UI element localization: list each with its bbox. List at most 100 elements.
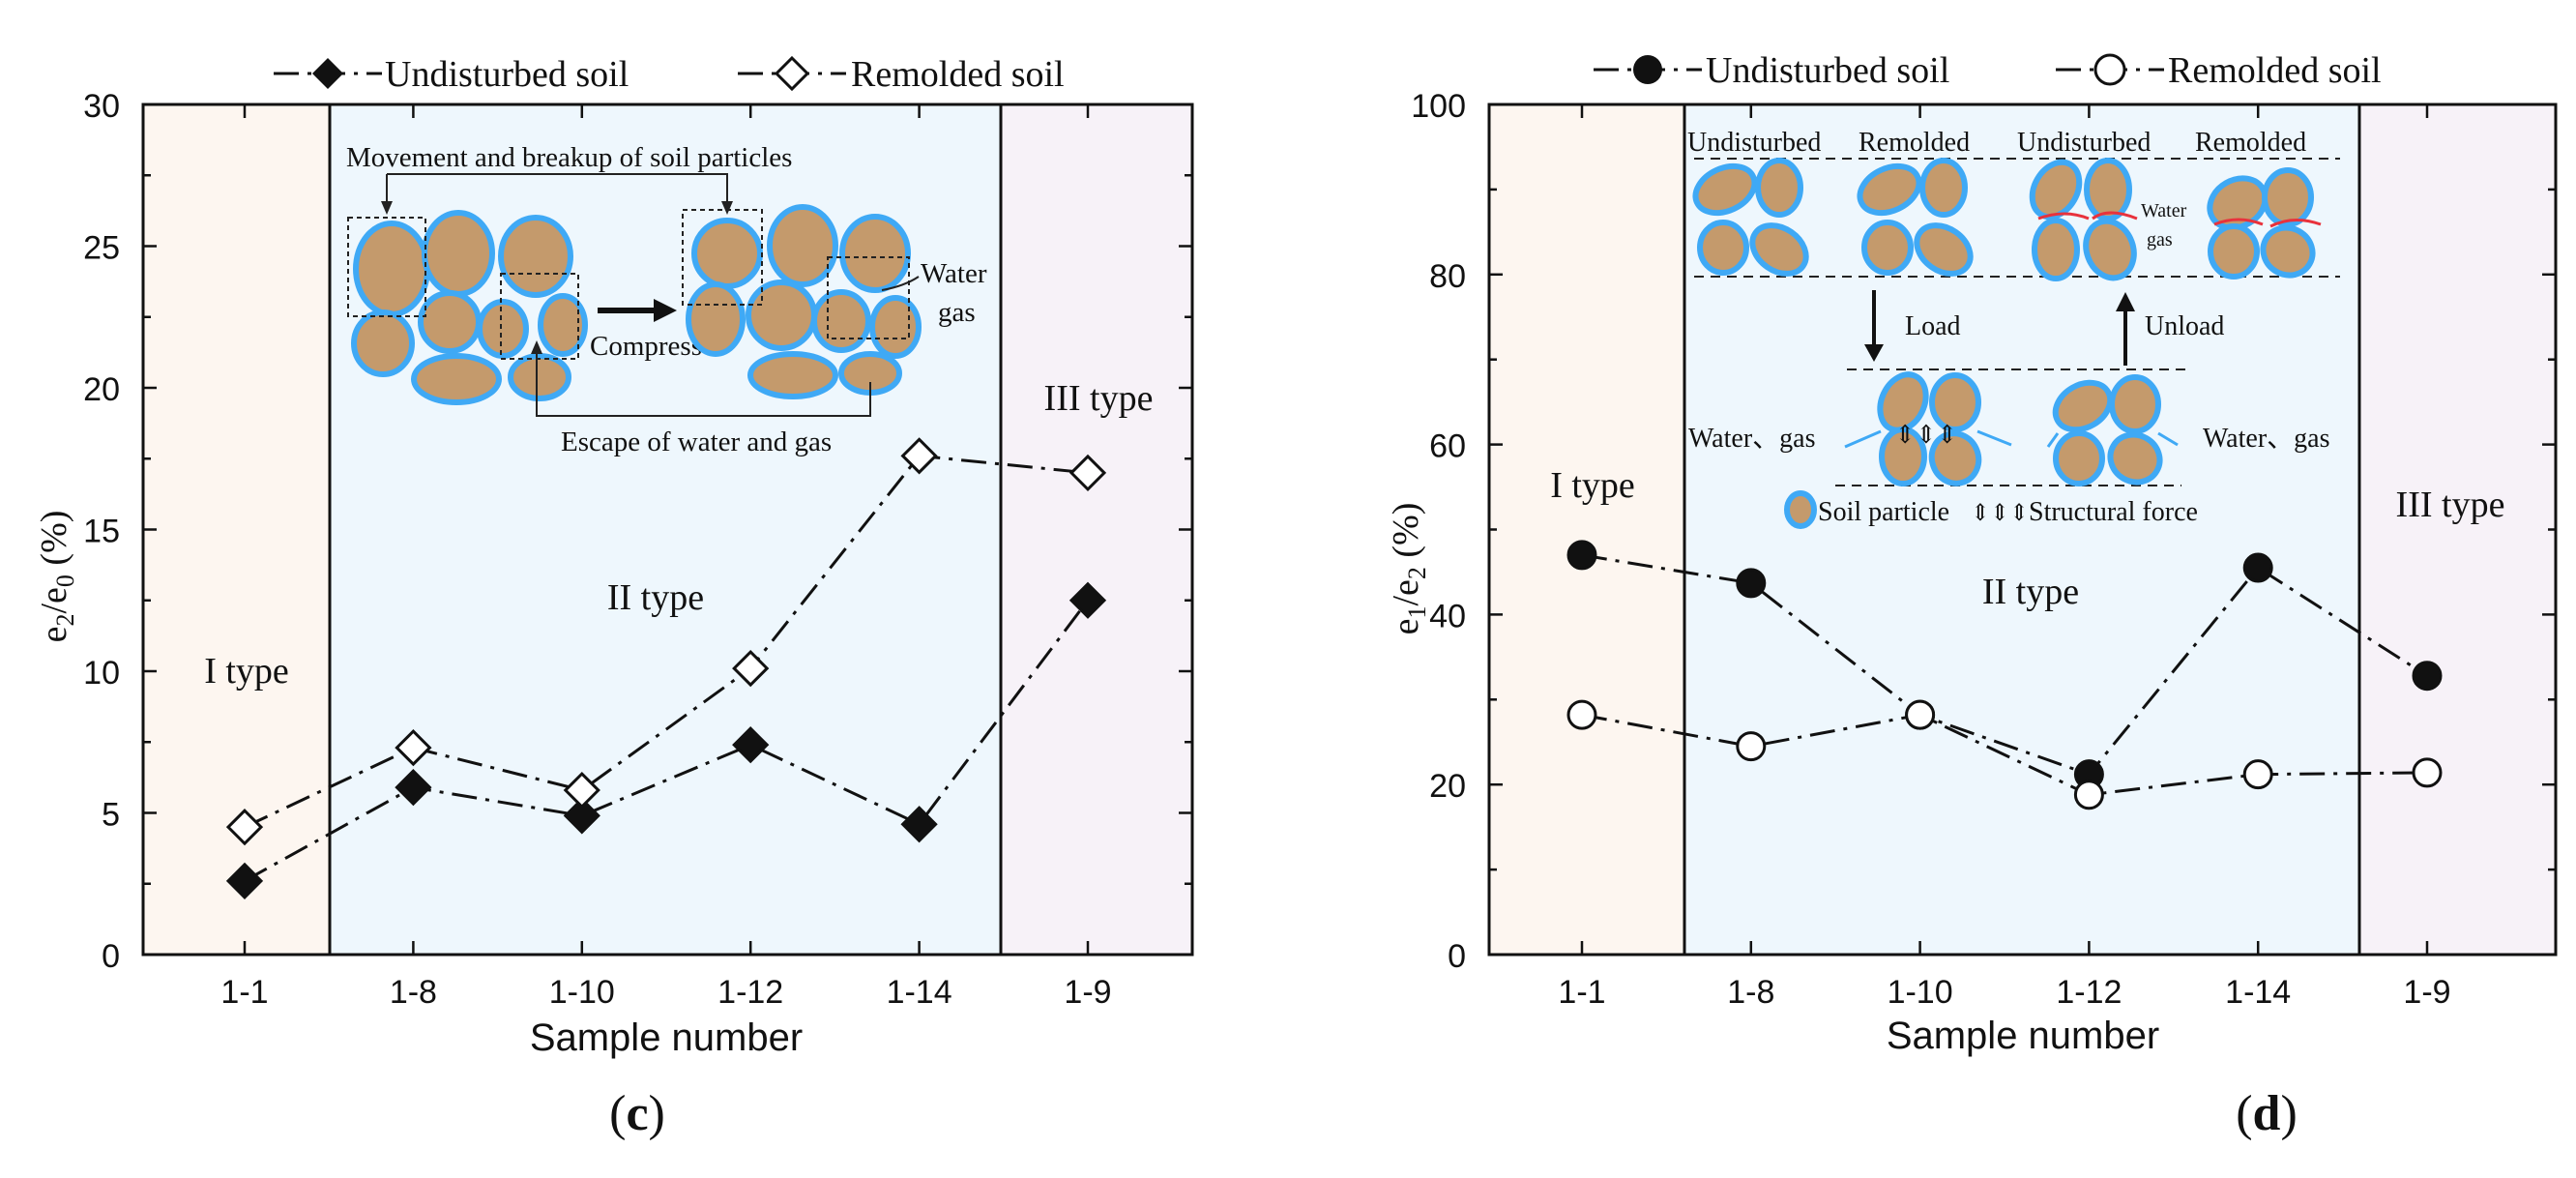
c-y-tick-label-20: 20 [83, 371, 120, 408]
data-point-c-undisturbed-soil-5 [1068, 581, 1107, 619]
data-point-d-remolded-soil-4 [2242, 759, 2273, 790]
d-inset-undisturbed-label-1: Undisturbed [1687, 128, 1821, 158]
d-inset-unload-label: Unload [2145, 311, 2224, 341]
soil-particle-icon [1755, 158, 1803, 218]
soil-particle-icon [1928, 430, 1982, 486]
d-inset-top-particles [1692, 158, 2316, 281]
c-inset-escape-label: Escape of water and gas [561, 427, 832, 457]
c-inset-escape-bracket [536, 348, 871, 417]
d-inset-red-arrow-icon [2269, 219, 2322, 228]
d-inset-structural-force-arrows: ⇕⇕⇕ [1894, 421, 1957, 449]
c-chart-area: I type II type III type 0 5 10 15 20 25 30 1-1 1-8 1… [83, 88, 1194, 1011]
d-inset-blue-arrow-icon [1844, 429, 1882, 449]
c-y-axis-label: e2/e0 (%) [34, 511, 79, 643]
d-inset-gas-small-label: gas [2147, 229, 2173, 250]
c-inset-right-box-2 [827, 256, 910, 339]
d-x-tick-label-3: 1-12 [2056, 974, 2122, 1011]
c-series-line-undisturbed-soil [244, 599, 1090, 883]
c-region-label-1: I type [204, 651, 289, 692]
d-x-tick-label-5: 1-9 [2403, 974, 2450, 1011]
data-point-d-remolded-soil-0 [1566, 699, 1597, 730]
soil-particle-icon [2208, 223, 2260, 280]
data-point-d-remolded-soil-2 [1905, 699, 1936, 730]
soil-particle-icon [418, 290, 482, 354]
c-inset-gas-label: gas [938, 297, 976, 328]
data-point-c-undisturbed-soil-3 [732, 726, 770, 764]
d-y-axis-label: e1/e2 (%) [1386, 503, 1431, 635]
d-inset-red-arrow-icon [2213, 218, 2264, 226]
c-inset-bracket-arrow-left [381, 201, 393, 215]
data-point-c-remolded-soil-4 [900, 437, 938, 475]
chart-panel-d: Undisturbed soil Remolded soil Undisturb… [1386, 50, 2558, 1141]
c-region-bg-3 [1001, 104, 1192, 955]
soil-particle-icon [2207, 175, 2269, 231]
soil-particle-icon [691, 218, 763, 289]
soil-particle-icon [2262, 167, 2314, 227]
d-legend-undisturbed-label: Undisturbed soil [1706, 50, 1949, 91]
c-inset-compress-arrow-icon [654, 299, 677, 322]
d-y-tick-label-40: 40 [1429, 598, 1466, 634]
data-point-c-remolded-soil-3 [732, 649, 770, 688]
data-point-c-remolded-soil-2 [563, 771, 600, 810]
d-x-tick-label-4: 1-14 [2225, 974, 2291, 1011]
d-inset-structural-force-label: Structural force [2029, 497, 2198, 527]
soil-particle-icon [2109, 374, 2161, 434]
d-x-tick-label-2: 1-10 [1888, 974, 1953, 1011]
d-y-tick-label-100: 100 [1411, 88, 1466, 125]
soil-particle-icon [477, 299, 529, 359]
d-legend-remolded-marker [2093, 53, 2126, 86]
soil-particle-icon [686, 281, 746, 357]
d-panel-label: (d) [2236, 1086, 2298, 1141]
d-x-tick-label-0: 1-1 [1558, 974, 1605, 1011]
c-x-tick-label-4: 1-14 [887, 974, 952, 1011]
chart-panel-c: Undisturbed soil Remolded soil Movement … [34, 54, 1194, 1141]
d-inset-remolded-label-1: Remolded [1859, 128, 1970, 158]
d-y-tick-label-0: 0 [1448, 938, 1466, 975]
c-inset-left-particles [351, 210, 588, 405]
soil-particle-icon [811, 289, 871, 353]
soil-particle-icon [353, 221, 430, 317]
soil-particle-icon [2053, 430, 2105, 486]
c-series-line-remolded-soil [244, 454, 1089, 829]
d-y-tick-label-80: 80 [1429, 258, 1466, 295]
soil-particle-icon [2032, 218, 2080, 281]
soil-particle-icon [1877, 371, 1929, 433]
d-inset-structural-force-icon: ⇕⇕⇕ [1894, 421, 1957, 449]
c-x-tick-label-2: 1-10 [549, 974, 615, 1011]
c-y-tick-label-0: 0 [102, 938, 120, 975]
d-inset-unload-arrow-icon [2116, 292, 2135, 311]
d-legend-remolded-label: Remolded soil [2168, 50, 2382, 91]
soil-particle-icon [508, 353, 571, 401]
c-inset-water-label: Water [921, 258, 987, 289]
c-region-bg-1 [143, 104, 330, 955]
d-inset-blue-arrow-icon [1976, 429, 2012, 447]
d-x-axis-label: Sample number [1887, 1015, 2159, 1057]
soil-particle-icon [2260, 224, 2316, 279]
soil-particle-icon [2107, 431, 2163, 486]
c-inset-compress-label: Compress [590, 331, 702, 362]
d-inset-legend-force-icon: ⇕⇕⇕ [1971, 501, 2029, 526]
c-region-label-2: II type [607, 577, 704, 618]
soil-particle-icon [538, 293, 588, 357]
soil-particle-icon [1857, 162, 1922, 217]
c-x-axis-label: Sample number [530, 1016, 803, 1059]
soil-particle-icon [498, 215, 573, 298]
c-legend: Undisturbed soil Remolded soil [274, 54, 1065, 95]
data-point-d-undisturbed-soil-0 [1566, 540, 1597, 571]
soil-particle-icon [1929, 372, 1981, 432]
d-inset-remolded-label-2: Remolded [2195, 128, 2306, 158]
soil-particle-icon [869, 295, 922, 359]
c-region-label-3: III type [1044, 378, 1154, 419]
soil-particle-icon [2083, 218, 2137, 281]
soil-particle-icon [2029, 159, 2083, 221]
c-legend-undisturbed-label: Undisturbed soil [385, 54, 629, 95]
soil-particle-icon [1914, 222, 1974, 277]
c-x-tick-label-3: 1-12 [717, 974, 783, 1011]
soil-particle-icon [351, 309, 415, 377]
c-inset-left-box-1 [347, 217, 426, 317]
d-inset-blue-arrow-icon [2046, 432, 2060, 448]
d-inset-load-unload-illustration: Undisturbed Remolded Undisturbed Remolde… [1687, 128, 2340, 529]
c-legend-remolded-label: Remolded soil [851, 54, 1065, 95]
soil-particle-icon [1692, 162, 1758, 217]
